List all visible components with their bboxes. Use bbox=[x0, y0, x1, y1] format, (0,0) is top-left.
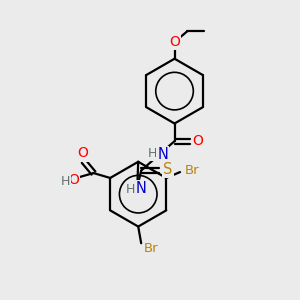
Text: N: N bbox=[157, 147, 168, 162]
Text: S: S bbox=[163, 162, 172, 177]
Text: O: O bbox=[77, 146, 88, 161]
Text: Br: Br bbox=[144, 242, 158, 255]
Text: H: H bbox=[147, 147, 157, 161]
Text: H: H bbox=[60, 176, 70, 188]
Text: N: N bbox=[136, 181, 147, 196]
Text: Br: Br bbox=[184, 164, 199, 177]
Text: O: O bbox=[68, 173, 79, 187]
Text: H: H bbox=[126, 183, 135, 196]
Text: O: O bbox=[169, 35, 180, 49]
Text: O: O bbox=[193, 134, 203, 148]
